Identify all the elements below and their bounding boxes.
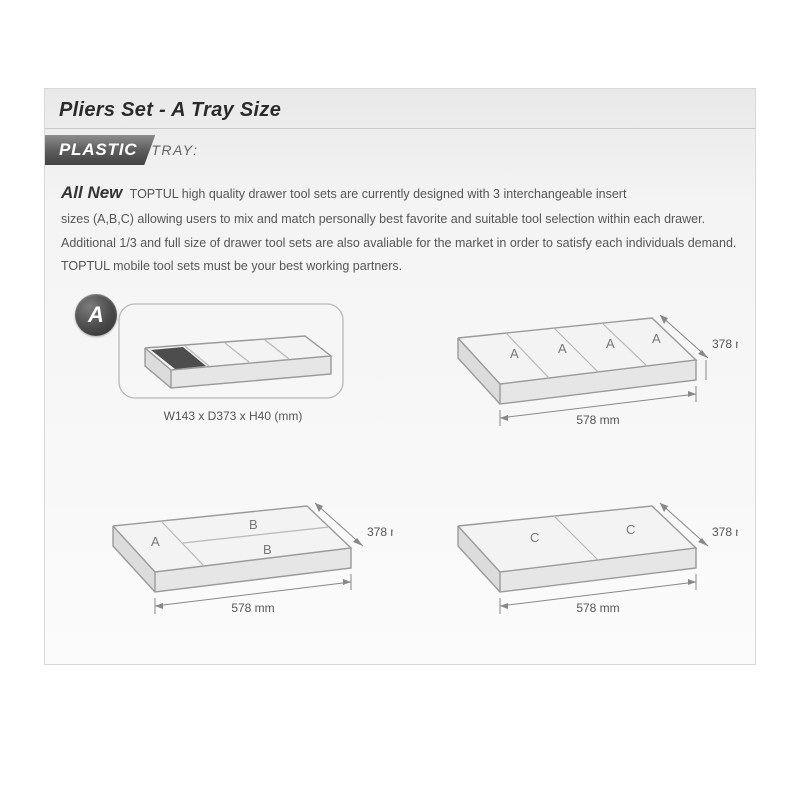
- svg-text:B: B: [249, 517, 258, 532]
- svg-text:B: B: [263, 542, 272, 557]
- svg-text:C: C: [626, 522, 635, 537]
- depth-dim-4a: 378 mm: [712, 337, 738, 351]
- tray-abb-svg: A B B 578 mm 378 mm: [73, 484, 393, 644]
- plastic-row: PLASTIC TRAY:: [45, 129, 755, 165]
- depth-dim-cc: 378 mm: [712, 525, 738, 539]
- tray-cc: C C 578 mm 378 mm: [418, 484, 727, 644]
- width-dim-abb: 578 mm: [231, 601, 274, 615]
- tray-cc-svg: C C 578 mm 378 mm: [418, 484, 738, 644]
- plastic-suffix: TRAY:: [151, 142, 198, 158]
- plastic-label: PLASTIC: [45, 135, 155, 165]
- svg-text:A: A: [558, 341, 567, 356]
- svg-text:C: C: [530, 530, 539, 545]
- width-dim-4a: 578 mm: [576, 413, 619, 427]
- svg-text:A: A: [606, 336, 615, 351]
- tray-a-dim-text: W143 x D373 x H40 (mm): [164, 409, 303, 423]
- diagram-grid: A W14: [45, 286, 755, 644]
- tray-abb: A B B 578 mm 378 mm: [73, 484, 382, 644]
- tray-a-sample: A W14: [73, 296, 382, 456]
- description-block: All New TOPTUL high quality drawer tool …: [45, 165, 755, 286]
- description-line-3: Additional 1/3 and full size of drawer t…: [61, 236, 736, 250]
- allnew-label: All New: [61, 183, 122, 202]
- description-line-4: TOPTUL mobile tool sets must be your bes…: [61, 259, 402, 273]
- svg-text:A: A: [510, 346, 519, 361]
- tray-4a-svg: A A A A 578 mm 378 mm: [418, 296, 738, 456]
- depth-dim-abb: 378 mm: [367, 525, 393, 539]
- title-bar: Pliers Set - A Tray Size: [45, 89, 755, 129]
- description-line-1: TOPTUL high quality drawer tool sets are…: [130, 187, 627, 201]
- page-title: Pliers Set - A Tray Size: [59, 99, 741, 122]
- svg-text:A: A: [652, 331, 661, 346]
- tray-4a: A A A A 578 mm 378 mm: [418, 296, 727, 456]
- width-dim-cc: 578 mm: [576, 601, 619, 615]
- svg-text:A: A: [151, 534, 160, 549]
- tray-a-svg: W143 x D373 x H40 (mm): [73, 296, 373, 456]
- info-panel: Pliers Set - A Tray Size PLASTIC TRAY: A…: [44, 88, 756, 665]
- description-line-2: sizes (A,B,C) allowing users to mix and …: [61, 212, 705, 226]
